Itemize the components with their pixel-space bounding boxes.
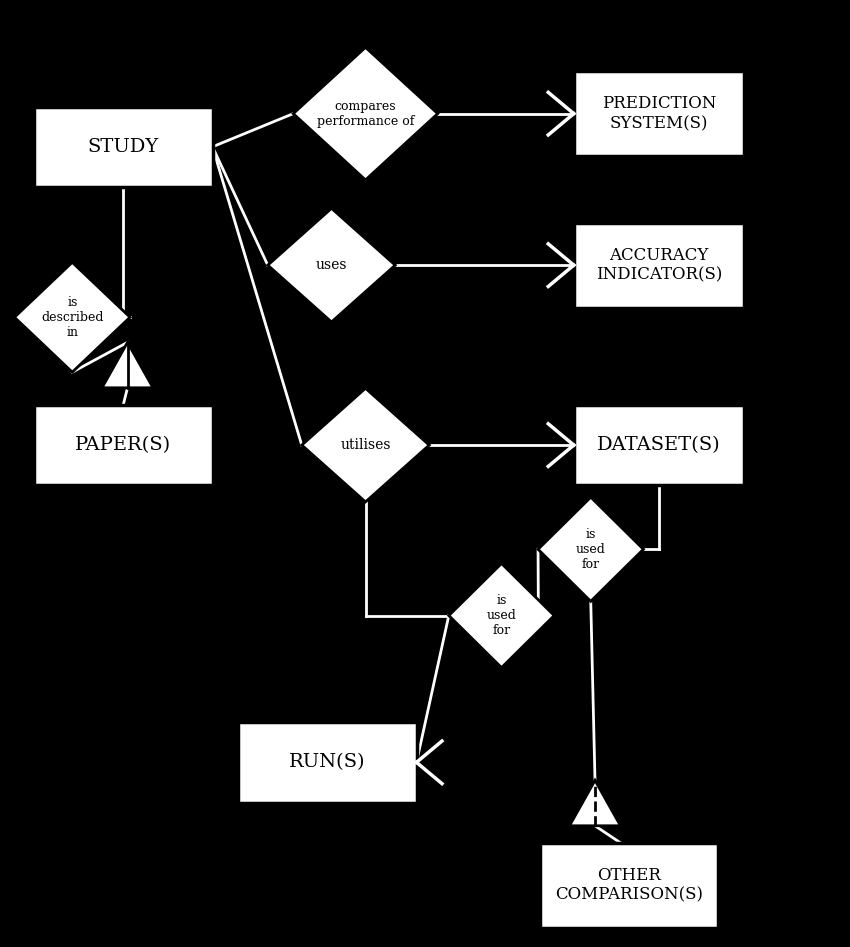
Text: is
used
for: is used for xyxy=(486,594,517,637)
Polygon shape xyxy=(293,47,438,180)
Polygon shape xyxy=(570,780,620,826)
Bar xyxy=(574,71,744,156)
Polygon shape xyxy=(14,262,130,372)
Text: uses: uses xyxy=(315,259,348,272)
Bar xyxy=(34,405,212,485)
Bar xyxy=(574,405,744,485)
Text: compares
performance of: compares performance of xyxy=(317,99,414,128)
Polygon shape xyxy=(268,208,395,322)
Bar xyxy=(34,106,212,188)
Polygon shape xyxy=(302,388,429,502)
Text: PREDICTION
SYSTEM(S): PREDICTION SYSTEM(S) xyxy=(602,96,716,132)
Text: PAPER(S): PAPER(S) xyxy=(75,436,172,455)
Text: RUN(S): RUN(S) xyxy=(289,753,366,772)
Text: OTHER
COMPARISON(S): OTHER COMPARISON(S) xyxy=(555,867,703,903)
Polygon shape xyxy=(538,497,643,601)
Text: is
used
for: is used for xyxy=(575,527,606,571)
Polygon shape xyxy=(102,342,153,388)
Text: ACCURACY
INDICATOR(S): ACCURACY INDICATOR(S) xyxy=(596,247,722,283)
Text: STUDY: STUDY xyxy=(88,137,159,156)
Bar xyxy=(540,843,718,928)
Bar xyxy=(238,722,416,803)
Polygon shape xyxy=(449,563,554,668)
Text: DATASET(S): DATASET(S) xyxy=(597,436,721,455)
Text: is
described
in: is described in xyxy=(41,295,104,339)
Bar xyxy=(574,223,744,308)
Text: utilises: utilises xyxy=(340,438,391,452)
